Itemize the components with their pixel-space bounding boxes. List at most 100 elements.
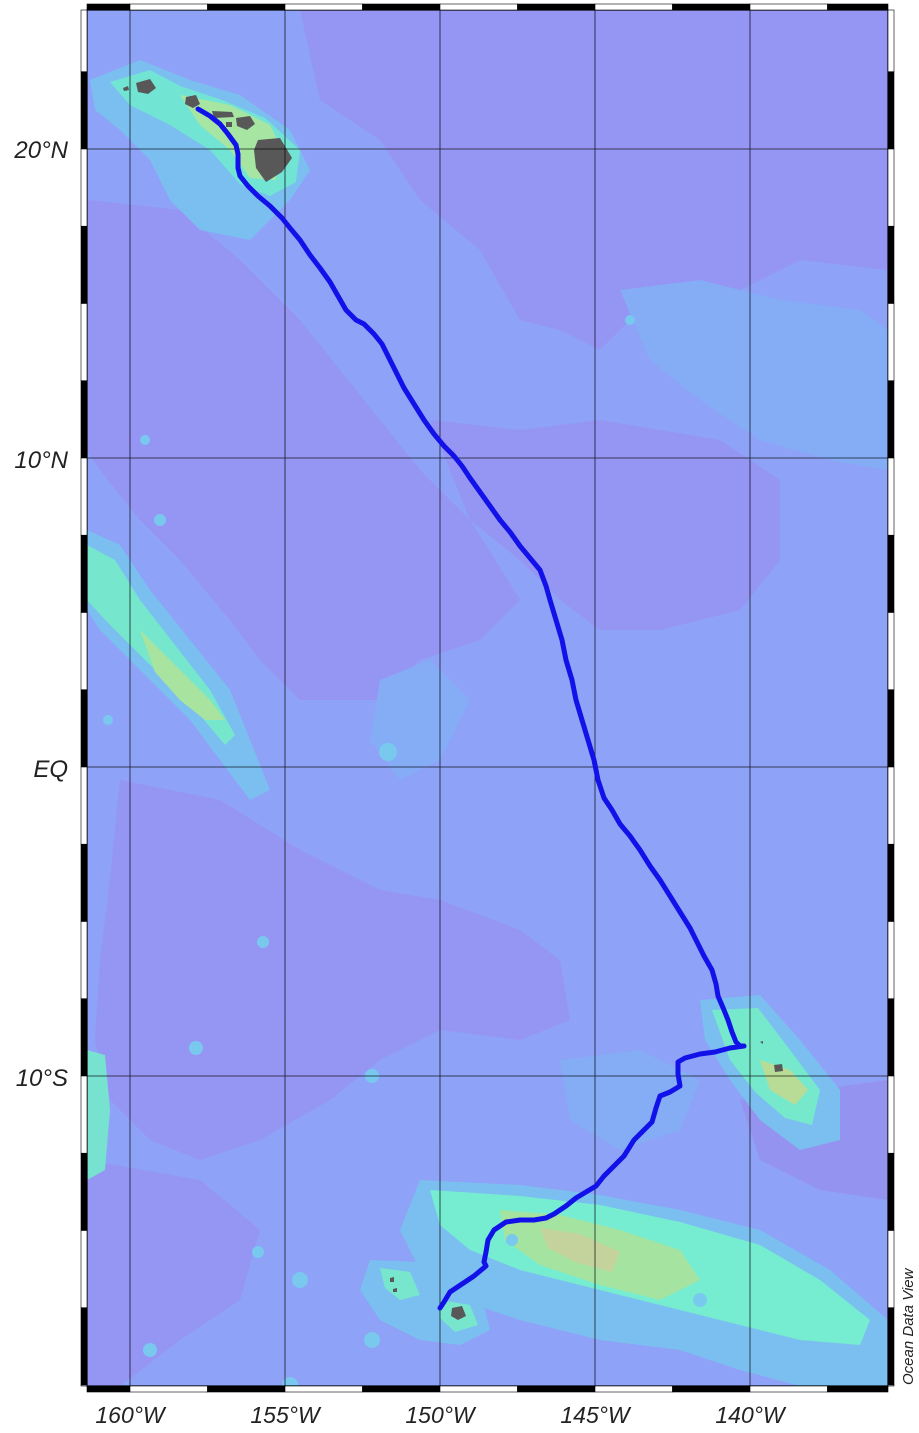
island-maui	[236, 116, 255, 130]
frame-left-segment	[80, 612, 88, 691]
frame-right-segment	[887, 689, 895, 768]
x-tick-label-150w: 150°W	[405, 1402, 477, 1428]
y-tick-label-eq: EQ	[33, 756, 68, 783]
shelf-region	[620, 280, 888, 470]
frame-right-segment	[887, 921, 895, 1000]
frame-left-segment	[80, 457, 88, 536]
seamount	[140, 435, 150, 445]
frame-right-segment	[887, 225, 895, 304]
frame-top-segment	[129, 3, 208, 11]
island-marquesas-small	[760, 1041, 763, 1044]
shoal-tuamotu-summit	[540, 1228, 620, 1272]
frame-left-segment	[80, 689, 88, 768]
seamounts	[103, 315, 707, 1386]
shoal-society-shallow	[380, 1268, 420, 1300]
seamount	[252, 1246, 264, 1258]
seamount	[379, 743, 397, 761]
frame-right-segment	[887, 148, 895, 227]
frame-top-segment	[827, 3, 889, 11]
frame-right-segment	[887, 9, 895, 73]
frame-left-segment	[80, 1384, 88, 1387]
frame-left-segment	[80, 71, 88, 150]
frame-left-segment	[80, 998, 88, 1077]
seamount	[143, 1343, 157, 1357]
frame-left-segment	[80, 148, 88, 227]
frame-right-segment	[887, 534, 895, 613]
frame-bottom-segment	[284, 1385, 363, 1393]
frame-right-segment	[887, 1230, 895, 1309]
frame-right-segment	[887, 843, 895, 922]
shoal-west-edge	[87, 1050, 110, 1180]
frame-bottom-segment	[672, 1385, 751, 1393]
frame-right-segment	[887, 1152, 895, 1231]
frame-right-segment	[887, 71, 895, 150]
frame-top-segment	[672, 3, 751, 11]
frame-top-segment	[749, 3, 828, 11]
seamount	[257, 936, 269, 948]
x-tick-label-160w: 160°W	[95, 1402, 167, 1428]
frame-left-segment	[80, 303, 88, 382]
island-society-small	[393, 1288, 397, 1292]
island-kauai	[136, 79, 156, 94]
deep-ocean-region	[87, 200, 520, 700]
x-axis-labels: 160°W 155°W 150°W 145°W 140°W	[95, 1402, 787, 1428]
frame-right-segment	[887, 303, 895, 382]
frame-left-segment	[80, 1075, 88, 1154]
frame-left-segment	[80, 380, 88, 459]
frame-top-segment	[207, 3, 286, 11]
seamount	[282, 1377, 298, 1386]
deep-ocean-region	[430, 420, 780, 630]
island-tahiti	[451, 1306, 466, 1320]
frame-top-segment	[439, 3, 518, 11]
y-tick-label-20n: 20°N	[13, 137, 68, 164]
credit-label: Ocean Data View	[900, 1267, 917, 1385]
frame-top-segment	[284, 3, 363, 11]
seamount	[103, 715, 113, 725]
graticule	[87, 10, 888, 1386]
frame-left-segment	[80, 1307, 88, 1386]
frame-bottom-segment	[439, 1385, 518, 1393]
seamount	[364, 1332, 380, 1348]
frame-top-segment	[517, 3, 596, 11]
frame-bottom-segment	[749, 1385, 828, 1393]
frame-right-segment	[887, 1307, 895, 1386]
y-axis-labels: 20°N 10°N EQ 10°S	[13, 137, 68, 1092]
frame-left-segment	[80, 921, 88, 1000]
deep-ocean-region	[95, 780, 570, 1160]
island-lanai	[226, 122, 232, 127]
frame-right-segment	[887, 766, 895, 845]
deep-ocean-region	[300, 10, 888, 350]
y-tick-label-10n: 10°N	[14, 447, 68, 474]
frame-right-segment	[887, 457, 895, 536]
frame-right-segment	[887, 612, 895, 691]
frame-left-segment	[80, 534, 88, 613]
seamount	[154, 514, 166, 526]
frame-right-segment	[887, 1075, 895, 1154]
y-tick-label-10s: 10°S	[16, 1065, 68, 1092]
bathymetry-layer	[87, 10, 888, 1386]
frame-bottom-segment	[362, 1385, 441, 1393]
frame-left-segment	[80, 225, 88, 304]
map-frame	[80, 3, 895, 1393]
frame-bottom-segment	[129, 1385, 208, 1393]
island-niihau	[123, 86, 129, 91]
seamount	[506, 1234, 518, 1246]
island-oahu	[185, 95, 200, 108]
seamount	[292, 1272, 308, 1288]
frame-bottom-segment	[827, 1385, 889, 1393]
frame-bottom-segment	[86, 1385, 131, 1393]
frame-bottom-segment	[207, 1385, 286, 1393]
frame-top-segment	[86, 3, 131, 11]
frame-left-segment	[80, 1152, 88, 1231]
cruise-track	[195, 106, 747, 1311]
frame-bottom-segment	[517, 1385, 596, 1393]
x-tick-label-145w: 145°W	[560, 1402, 632, 1428]
island-marquesas	[774, 1064, 783, 1072]
frame-right-segment	[887, 998, 895, 1077]
frame-left-segment	[80, 843, 88, 922]
frame-right-segment	[887, 380, 895, 459]
island-society-small	[390, 1277, 394, 1282]
x-tick-label-155w: 155°W	[250, 1402, 322, 1428]
island-molokai	[212, 111, 234, 118]
